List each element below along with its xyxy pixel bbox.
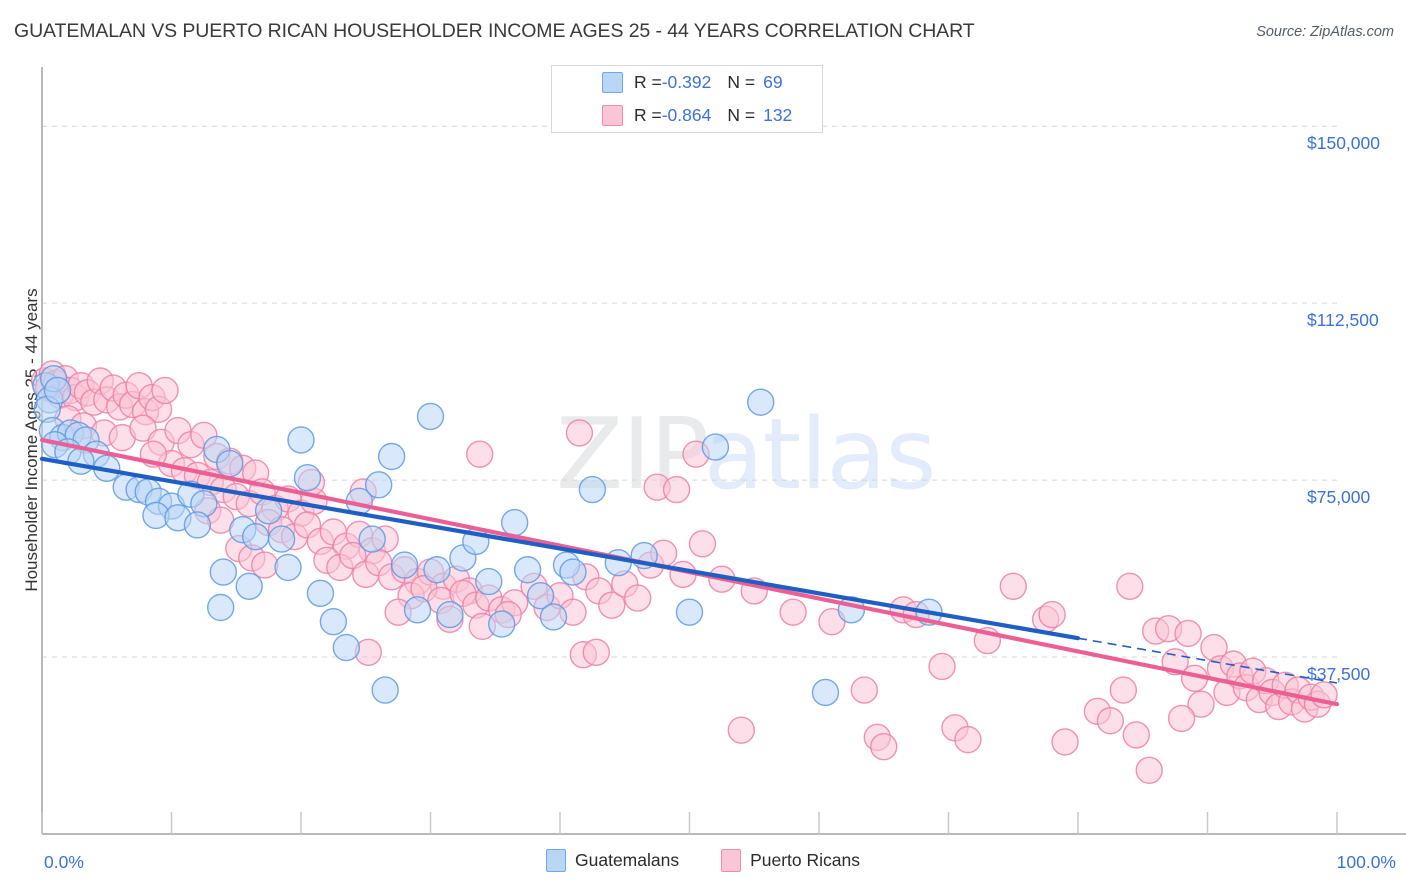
data-point (43, 376, 72, 405)
data-point (1109, 676, 1138, 704)
data-point (598, 591, 626, 619)
data-point (582, 638, 610, 667)
series-swatch-puerto-ricans (721, 849, 742, 872)
data-point (539, 603, 568, 631)
data-point (604, 548, 632, 577)
data-point (377, 442, 406, 471)
data-point (436, 600, 464, 629)
series-label-puerto-ricans: Puerto Ricans (750, 850, 861, 870)
data-point (1122, 721, 1150, 749)
data-point (306, 579, 335, 608)
data-point (1116, 572, 1144, 600)
data-point (267, 525, 296, 553)
data-point (954, 725, 982, 754)
data-point (565, 419, 594, 447)
data-point (662, 475, 691, 504)
data-point (688, 530, 717, 558)
series-legend: Guatemalans Puerto Ricans (546, 849, 860, 872)
data-point (339, 541, 367, 570)
data-point (1167, 704, 1196, 733)
stats-legend-row-guatemalans: R = -0.392 N = 69 (552, 66, 822, 99)
y-axis-tick-label: $112,500 (1307, 310, 1379, 330)
scatter-series-guatemalans (32, 364, 943, 707)
stats-legend-row-puerto-ricans: R = -0.864 N = 132 (552, 99, 822, 132)
x-axis-max-label: 100.0% (1336, 852, 1396, 872)
correlation-stats-legend: R = -0.392 N = 69 R = -0.864 N = 132 (551, 65, 823, 133)
data-point (403, 596, 432, 624)
data-point (235, 572, 263, 600)
data-point (183, 511, 212, 539)
data-point (274, 553, 302, 582)
n-value-puerto-ricans: 132 (763, 105, 793, 125)
series-legend-item-guatemalans[interactable]: Guatemalans (546, 849, 679, 872)
data-point (526, 582, 555, 610)
data-point (1038, 600, 1066, 629)
data-point (500, 508, 529, 537)
r-value-guatemalans: -0.392 (661, 72, 712, 92)
trend-line-guatemalans (39, 456, 1081, 641)
data-point (251, 551, 279, 579)
data-point (1051, 728, 1079, 756)
data-point (727, 716, 755, 744)
data-point (293, 464, 322, 492)
data-point (67, 447, 95, 475)
data-point (559, 558, 587, 586)
data-point (390, 551, 419, 579)
data-point (747, 388, 775, 416)
data-point (1174, 619, 1202, 648)
data-point (129, 414, 157, 442)
data-point (870, 733, 898, 761)
data-point (466, 440, 494, 468)
data-point (1096, 707, 1125, 735)
x-axis-min-label: 0.0% (44, 852, 84, 872)
data-point (513, 556, 542, 584)
data-point (811, 678, 840, 707)
r-value-puerto-ricans: -0.864 (661, 105, 712, 125)
n-value-guatemalans: 69 (763, 72, 783, 92)
source-attribution: Source: ZipAtlas.com (1256, 24, 1394, 40)
page-title: GUATEMALAN VS PUERTO RICAN HOUSEHOLDER I… (14, 20, 975, 42)
data-point (850, 676, 879, 704)
data-point (151, 376, 179, 405)
series-legend-item-puerto-ricans[interactable]: Puerto Ricans (721, 849, 860, 872)
data-point (287, 426, 315, 454)
data-point (928, 652, 956, 681)
n-label-puerto-ricans: N = (727, 105, 756, 125)
data-point (488, 610, 516, 638)
y-axis-tick-label: $150,000 (1307, 133, 1380, 153)
y-axis-tick-label: $37,500 (1307, 664, 1371, 684)
r-label-guatemalans: R = (634, 72, 662, 92)
y-axis-tick-label: $75,000 (1307, 487, 1371, 507)
n-label-guatemalans: N = (727, 72, 756, 92)
legend-swatch-guatemalans (602, 72, 623, 93)
data-point (701, 433, 730, 461)
data-point (216, 449, 244, 478)
data-point (675, 598, 704, 626)
series-swatch-guatemalans (546, 849, 566, 872)
data-point (371, 676, 399, 704)
data-point (209, 558, 238, 586)
data-point (578, 475, 607, 504)
data-point (241, 523, 270, 551)
data-point (423, 556, 451, 584)
series-label-guatemalans: Guatemalans (575, 850, 680, 870)
data-point (358, 525, 386, 553)
data-point (416, 402, 445, 431)
data-point (1135, 756, 1163, 784)
data-point (207, 593, 235, 622)
data-point (365, 471, 393, 499)
legend-swatch-puerto-ricans (602, 105, 623, 126)
data-point (624, 584, 652, 612)
data-point (779, 598, 807, 626)
r-label-puerto-ricans: R = (634, 105, 662, 125)
data-point (319, 607, 348, 636)
data-point (332, 633, 361, 662)
data-point (475, 567, 503, 596)
data-point (999, 572, 1027, 600)
data-point (1187, 690, 1215, 718)
